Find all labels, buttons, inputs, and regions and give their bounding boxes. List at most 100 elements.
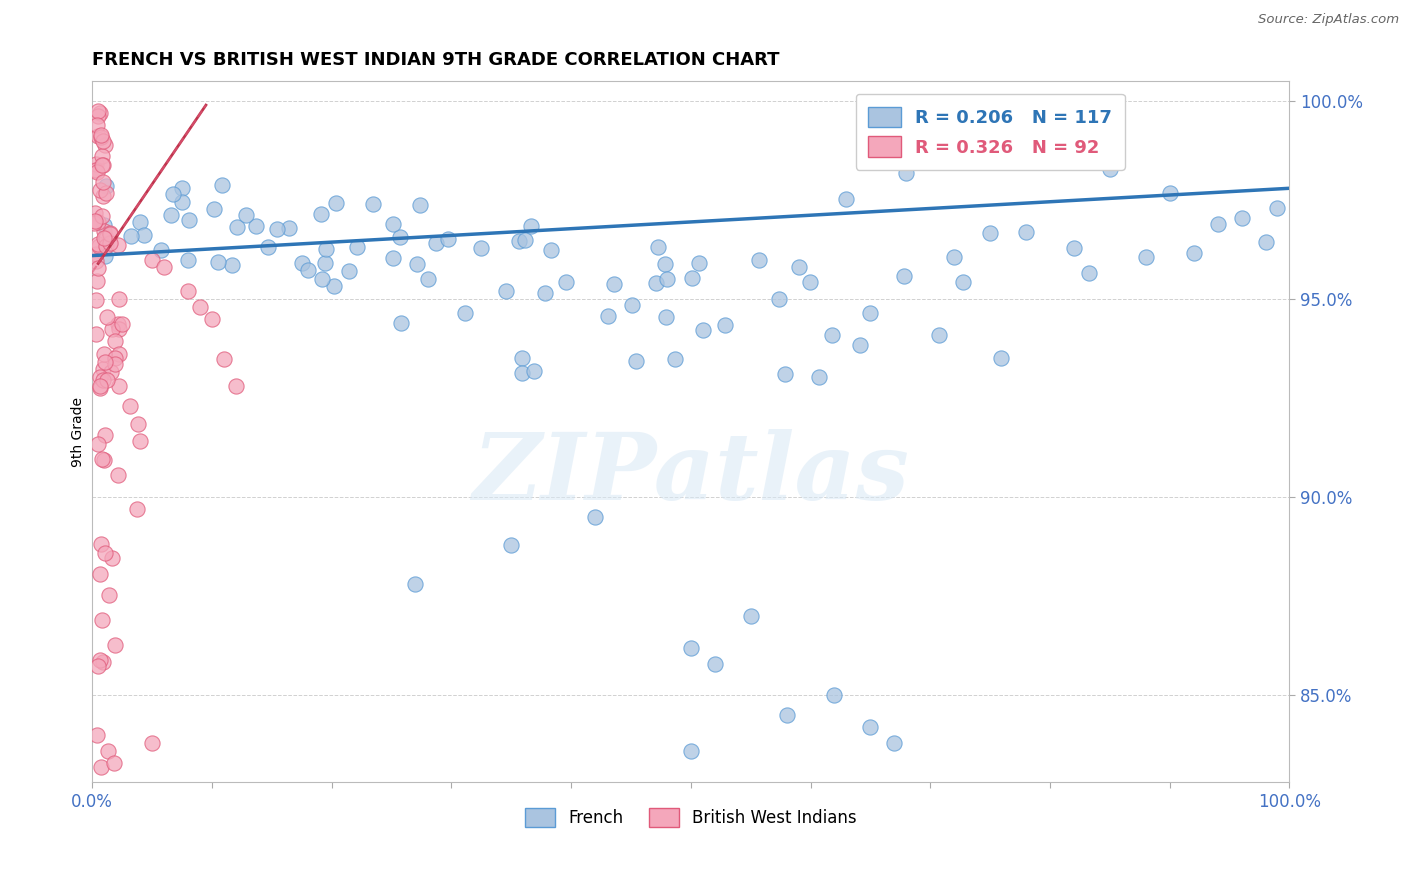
Point	[87, 103, 110, 118]
Point	[540, 243, 562, 257]
Point	[314, 256, 336, 270]
Point	[177, 252, 200, 267]
Point	[84, 326, 107, 341]
Point	[91, 175, 114, 189]
Point	[107, 237, 129, 252]
Point	[91, 209, 114, 223]
Point	[104, 334, 127, 349]
Point	[382, 251, 405, 265]
Point	[692, 323, 714, 337]
Point	[98, 227, 121, 241]
Point	[84, 293, 107, 307]
Point	[225, 219, 247, 234]
Point	[149, 243, 172, 257]
Point	[91, 362, 114, 376]
Point	[404, 577, 426, 591]
Point	[896, 166, 918, 180]
Point	[621, 298, 644, 312]
Point	[93, 224, 115, 238]
Point	[94, 179, 117, 194]
Point	[84, 213, 107, 227]
Point	[583, 510, 606, 524]
Point	[1254, 235, 1277, 249]
Point	[129, 215, 152, 229]
Point	[89, 379, 111, 393]
Point	[849, 338, 872, 352]
Point	[1182, 245, 1205, 260]
Point	[291, 256, 314, 270]
Point	[83, 206, 105, 220]
Point	[108, 292, 131, 306]
Point	[84, 157, 107, 171]
Point	[172, 181, 194, 195]
Point	[512, 351, 534, 366]
Point	[714, 318, 737, 332]
Text: ZIPatlas: ZIPatlas	[472, 429, 910, 519]
Point	[409, 198, 432, 212]
Point	[103, 756, 125, 770]
Point	[311, 272, 333, 286]
Point	[799, 276, 821, 290]
Point	[416, 272, 439, 286]
Point	[775, 708, 797, 723]
Point	[266, 222, 288, 236]
Point	[111, 318, 134, 332]
Point	[603, 277, 626, 292]
Point	[86, 728, 108, 742]
Point	[508, 234, 530, 248]
Point	[201, 312, 224, 326]
Point	[100, 365, 122, 379]
Text: FRENCH VS BRITISH WEST INDIAN 9TH GRADE CORRELATION CHART: FRENCH VS BRITISH WEST INDIAN 9TH GRADE …	[93, 51, 780, 69]
Point	[97, 744, 120, 758]
Point	[89, 106, 111, 120]
Point	[681, 271, 703, 285]
Point	[84, 163, 107, 178]
Point	[84, 254, 107, 268]
Point	[91, 158, 114, 172]
Point	[188, 300, 211, 314]
Point	[107, 317, 129, 331]
Point	[91, 451, 114, 466]
Point	[679, 640, 702, 655]
Point	[90, 537, 112, 551]
Point	[104, 351, 127, 365]
Point	[1077, 266, 1099, 280]
Point	[108, 322, 131, 336]
Point	[96, 310, 118, 325]
Point	[104, 638, 127, 652]
Point	[647, 239, 669, 253]
Point	[86, 109, 108, 123]
Point	[1015, 225, 1038, 239]
Point	[87, 215, 110, 229]
Point	[98, 235, 121, 250]
Legend: French, British West Indians: French, British West Indians	[519, 801, 863, 834]
Point	[89, 238, 111, 252]
Point	[389, 230, 412, 244]
Point	[141, 736, 163, 750]
Point	[127, 417, 149, 431]
Point	[821, 328, 844, 343]
Point	[510, 366, 533, 380]
Point	[256, 240, 278, 254]
Point	[89, 653, 111, 667]
Point	[768, 293, 790, 307]
Point	[245, 219, 267, 233]
Point	[406, 257, 429, 271]
Point	[1098, 162, 1121, 177]
Point	[141, 252, 163, 267]
Point	[501, 538, 523, 552]
Point	[703, 657, 725, 671]
Point	[520, 219, 543, 234]
Point	[990, 351, 1012, 365]
Point	[86, 275, 108, 289]
Point	[212, 351, 235, 366]
Point	[170, 195, 193, 210]
Point	[108, 379, 131, 393]
Point	[87, 261, 110, 276]
Point	[87, 236, 110, 251]
Point	[928, 327, 950, 342]
Point	[655, 272, 678, 286]
Point	[96, 373, 118, 387]
Point	[470, 241, 492, 255]
Point	[596, 309, 619, 323]
